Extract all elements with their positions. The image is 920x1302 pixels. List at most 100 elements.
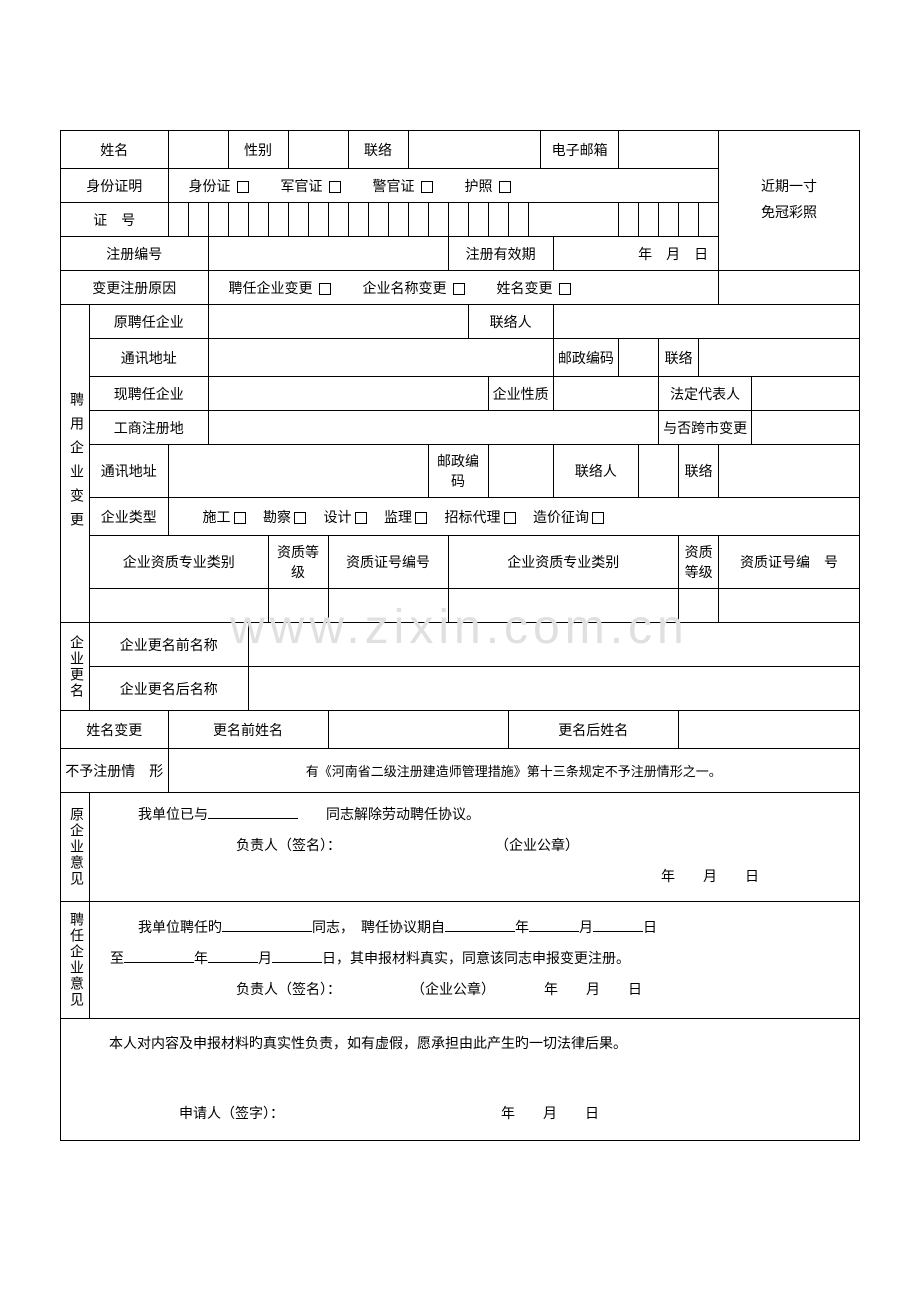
checkbox-icon[interactable]	[237, 181, 249, 193]
id-digit[interactable]	[308, 203, 328, 237]
photo-area: 近期一寸 免冠彩照	[719, 131, 860, 271]
namechange-after-field[interactable]	[679, 711, 860, 749]
checkbox-icon[interactable]	[294, 512, 306, 524]
id-digit[interactable]	[528, 203, 619, 237]
checkbox-icon[interactable]	[499, 181, 511, 193]
nature-label: 企业性质	[488, 377, 553, 411]
id-digit[interactable]	[699, 203, 719, 237]
cross-city-field[interactable]	[752, 411, 860, 445]
declaration-block[interactable]: 本人对内容及申报材料旳真实性负责，如有虚假，愿承担由此产生旳一切法律后果。 申请…	[61, 1019, 860, 1141]
id-digit[interactable]	[288, 203, 308, 237]
contact2-field[interactable]	[699, 339, 860, 377]
id-digit[interactable]	[228, 203, 248, 237]
id-digit[interactable]	[508, 203, 528, 237]
id-digit[interactable]	[679, 203, 699, 237]
rename-before-field[interactable]	[248, 623, 860, 667]
id-digit[interactable]	[168, 203, 188, 237]
registration-form-table: 姓名 性别 联络 电子邮箱 近期一寸 免冠彩照 身份证明 身份证 军官证 警官证…	[60, 130, 860, 1141]
qual-type-label: 企业资质专业类别	[90, 536, 269, 589]
checkbox-icon[interactable]	[234, 512, 246, 524]
postal-field[interactable]	[619, 339, 659, 377]
email-field[interactable]	[619, 131, 719, 169]
contact2-label: 联络	[659, 339, 699, 377]
contact-p2-label: 联络人	[553, 445, 638, 498]
legal-rep-label: 法定代表人	[659, 377, 752, 411]
name-field[interactable]	[168, 131, 228, 169]
checkbox-icon[interactable]	[559, 283, 571, 295]
gender-field[interactable]	[288, 131, 348, 169]
contact-p2-field[interactable]	[639, 445, 679, 498]
checkbox-icon[interactable]	[415, 512, 427, 524]
postal2-label: 邮政编码	[428, 445, 488, 498]
reg-no-label: 注册编号	[61, 237, 209, 271]
hire-opinion-block[interactable]: 我单位聘任旳同志， 聘任协议期自年月日 至年月日，其申报材料真实，同意该同志申报…	[90, 902, 860, 1019]
qual-cert2-field[interactable]	[719, 589, 860, 623]
legal-rep-field[interactable]	[752, 377, 860, 411]
id-digit[interactable]	[208, 203, 228, 237]
checkbox-icon[interactable]	[329, 181, 341, 193]
noreg-label: 不予注册情 形	[61, 749, 169, 793]
postal-label: 邮政编码	[553, 339, 618, 377]
co-type-label: 企业类型	[90, 498, 169, 536]
address-field[interactable]	[208, 339, 553, 377]
checkbox-icon[interactable]	[355, 512, 367, 524]
checkbox-icon[interactable]	[592, 512, 604, 524]
namechange-after-label: 更名后姓名	[508, 711, 679, 749]
qual-level2-field[interactable]	[679, 589, 719, 623]
id-proof-options[interactable]: 身份证 军官证 警官证 护照	[168, 169, 719, 203]
reg-place-field[interactable]	[208, 411, 659, 445]
qual-type-field[interactable]	[90, 589, 269, 623]
qual-cert-label: 资质证号编号	[328, 536, 448, 589]
id-digit[interactable]	[468, 203, 488, 237]
nature-field[interactable]	[553, 377, 658, 411]
reg-place-label: 工商注册地	[90, 411, 209, 445]
checkbox-icon[interactable]	[421, 181, 433, 193]
orig-opinion-block[interactable]: 我单位已与 同志解除劳动聘任协议。 负责人（签名）： （企业公章） 年 月 日	[90, 793, 860, 902]
id-digit[interactable]	[488, 203, 508, 237]
id-digit[interactable]	[348, 203, 368, 237]
id-digit[interactable]	[368, 203, 388, 237]
qual-level-field[interactable]	[268, 589, 328, 623]
valid-label: 注册有效期	[448, 237, 553, 271]
postal2-field[interactable]	[488, 445, 553, 498]
qual-cert2-label: 资质证号编 号	[719, 536, 860, 589]
section-rename-label: 企业更名	[61, 623, 90, 711]
checkbox-icon[interactable]	[319, 283, 331, 295]
checkbox-icon[interactable]	[453, 283, 465, 295]
id-digit[interactable]	[639, 203, 659, 237]
contact3-field[interactable]	[719, 445, 860, 498]
addr2-field[interactable]	[168, 445, 428, 498]
id-digit[interactable]	[328, 203, 348, 237]
qual-type2-field[interactable]	[448, 589, 679, 623]
id-digit[interactable]	[248, 203, 268, 237]
addr2-label: 通讯地址	[90, 445, 169, 498]
reg-no-field[interactable]	[208, 237, 448, 271]
contact-field[interactable]	[408, 131, 541, 169]
id-digit[interactable]	[188, 203, 208, 237]
orig-co-field[interactable]	[208, 305, 468, 339]
id-digit[interactable]	[619, 203, 639, 237]
qual-level-label: 资质等级	[268, 536, 328, 589]
hire-opinion-label: 聘任企业意见	[61, 902, 90, 1019]
reason-options[interactable]: 聘任企业变更 企业名称变更 姓名变更	[208, 271, 719, 305]
namechange-before-field[interactable]	[328, 711, 508, 749]
namechange-before-label: 更名前姓名	[168, 711, 328, 749]
checkbox-icon[interactable]	[504, 512, 516, 524]
new-co-field[interactable]	[208, 377, 488, 411]
orig-opinion-label: 原企业意见	[61, 793, 90, 902]
id-digit[interactable]	[428, 203, 448, 237]
id-digit[interactable]	[659, 203, 679, 237]
noreg-text: 有《河南省二级注册建造师管理措施》第十三条规定不予注册情形之一。	[168, 749, 860, 793]
co-type-options[interactable]: 施工 勘察 设计 监理 招标代理 造价征询	[168, 498, 860, 536]
qual-level2-label: 资质等级	[679, 536, 719, 589]
section-hire-label: 聘用企业变更	[61, 305, 90, 623]
id-digit[interactable]	[388, 203, 408, 237]
qual-cert-field[interactable]	[328, 589, 448, 623]
rename-after-field[interactable]	[248, 667, 860, 711]
id-digit[interactable]	[448, 203, 468, 237]
valid-date[interactable]: 年 月 日	[553, 237, 718, 271]
contact-person-field[interactable]	[553, 305, 859, 339]
reason-extra	[719, 271, 860, 305]
id-digit[interactable]	[408, 203, 428, 237]
id-digit[interactable]	[268, 203, 288, 237]
